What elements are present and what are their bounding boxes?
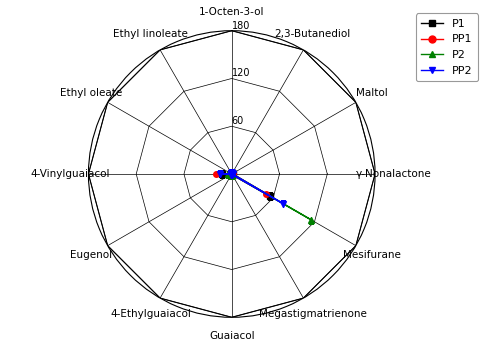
P2 bbox=[229, 171, 235, 175]
P1 bbox=[229, 171, 235, 175]
PP1 bbox=[263, 192, 269, 196]
P2 bbox=[229, 171, 235, 175]
P1 bbox=[228, 172, 234, 176]
P2 bbox=[225, 172, 231, 176]
PP2 bbox=[217, 172, 223, 176]
P1 bbox=[230, 172, 235, 176]
P2 bbox=[230, 172, 235, 176]
PP1 bbox=[230, 172, 235, 176]
PP1 bbox=[229, 173, 235, 177]
P1 bbox=[266, 194, 272, 198]
P2 bbox=[228, 171, 234, 175]
PP2 bbox=[280, 202, 286, 206]
P1 bbox=[228, 173, 234, 177]
Legend: P1, PP1, P2, PP2: P1, PP1, P2, PP2 bbox=[416, 13, 478, 81]
Line: PP2: PP2 bbox=[217, 171, 286, 207]
PP2 bbox=[228, 172, 234, 176]
Line: P1: P1 bbox=[220, 171, 272, 199]
PP2 bbox=[230, 172, 235, 176]
PP1 bbox=[213, 172, 219, 176]
P2 bbox=[228, 172, 234, 176]
P2 bbox=[230, 172, 235, 176]
PP2 bbox=[228, 172, 234, 176]
P1 bbox=[229, 173, 235, 177]
PP1 bbox=[229, 171, 235, 175]
P1 bbox=[229, 171, 235, 175]
P2 bbox=[229, 171, 235, 175]
P2 bbox=[308, 218, 314, 222]
Line: P2: P2 bbox=[225, 171, 314, 223]
PP2 bbox=[229, 171, 235, 175]
PP2 bbox=[228, 173, 234, 177]
PP2 bbox=[229, 171, 235, 175]
P1 bbox=[230, 172, 235, 176]
PP1 bbox=[229, 173, 235, 177]
Line: PP1: PP1 bbox=[213, 171, 269, 197]
P1 bbox=[229, 173, 235, 177]
PP2 bbox=[229, 173, 235, 177]
PP1 bbox=[228, 171, 234, 175]
P2 bbox=[228, 173, 234, 177]
PP2 bbox=[229, 173, 235, 177]
PP2 bbox=[229, 171, 235, 175]
PP1 bbox=[229, 171, 235, 175]
P1 bbox=[229, 171, 235, 175]
P1 bbox=[228, 171, 234, 175]
P2 bbox=[229, 173, 235, 177]
PP2 bbox=[228, 171, 234, 175]
PP1 bbox=[228, 172, 234, 176]
PP1 bbox=[229, 171, 235, 175]
P2 bbox=[228, 172, 234, 176]
PP1 bbox=[228, 172, 234, 176]
P2 bbox=[229, 173, 235, 177]
P1 bbox=[219, 172, 225, 176]
PP1 bbox=[228, 173, 234, 177]
PP2 bbox=[230, 172, 235, 176]
P1 bbox=[228, 172, 234, 176]
PP1 bbox=[230, 172, 235, 176]
